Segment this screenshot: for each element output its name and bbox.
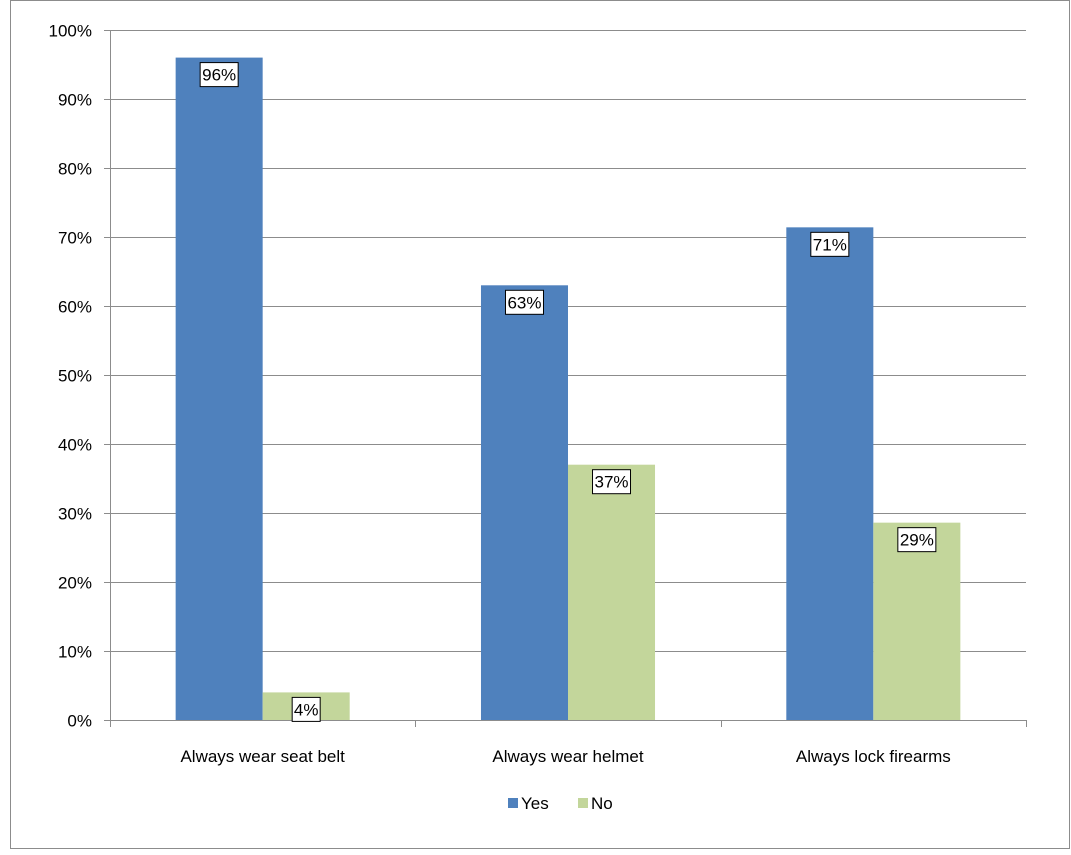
- bar-yes: [175, 57, 263, 721]
- x-category-label: Always wear seat belt: [180, 747, 345, 766]
- legend: Yes No: [508, 794, 613, 813]
- data-label-box: [592, 469, 632, 495]
- data-label: 29%: [900, 531, 934, 550]
- y-tick-label: 10%: [58, 643, 92, 662]
- legend-swatch-yes: [508, 798, 518, 808]
- bars: [175, 57, 961, 721]
- y-tick-label: 0%: [67, 712, 92, 731]
- data-label: 96%: [202, 66, 236, 85]
- y-tick-label: 50%: [58, 367, 92, 386]
- data-label-box: [291, 696, 321, 722]
- data-label-box: [810, 231, 850, 257]
- data-label-box: [504, 289, 544, 315]
- legend-label-no: No: [591, 794, 613, 813]
- y-tick-label: 30%: [58, 505, 92, 524]
- y-tick-label: 40%: [58, 436, 92, 455]
- data-label: 4%: [294, 700, 319, 719]
- y-tick-label: 70%: [58, 229, 92, 248]
- data-label: 71%: [813, 235, 847, 254]
- x-category-label: Always wear helmet: [492, 747, 643, 766]
- data-label-box: [199, 62, 239, 88]
- data-label: 37%: [594, 473, 628, 492]
- legend-swatch-no: [578, 798, 588, 808]
- bar-yes: [480, 285, 568, 720]
- legend-label-yes: Yes: [521, 794, 549, 813]
- y-tick-label: 90%: [58, 91, 92, 110]
- bar-no: [873, 522, 961, 720]
- y-tick-label: 20%: [58, 574, 92, 593]
- y-tick-label: 80%: [58, 160, 92, 179]
- data-label: 63%: [507, 293, 541, 312]
- bar-yes: [786, 227, 874, 720]
- x-category-label: Always lock firearms: [796, 747, 951, 766]
- y-tick-label: 100%: [49, 22, 92, 41]
- data-label-box: [897, 527, 937, 553]
- axes: 0% 10% 20% 30% 40% 50% 60% 70% 80% 90% 100% Always …: [49, 22, 1027, 766]
- data-labels: 96% 4% 63% 37% 71% 29%: [199, 62, 937, 722]
- bar-no: [568, 464, 656, 720]
- y-tick-label: 60%: [58, 298, 92, 317]
